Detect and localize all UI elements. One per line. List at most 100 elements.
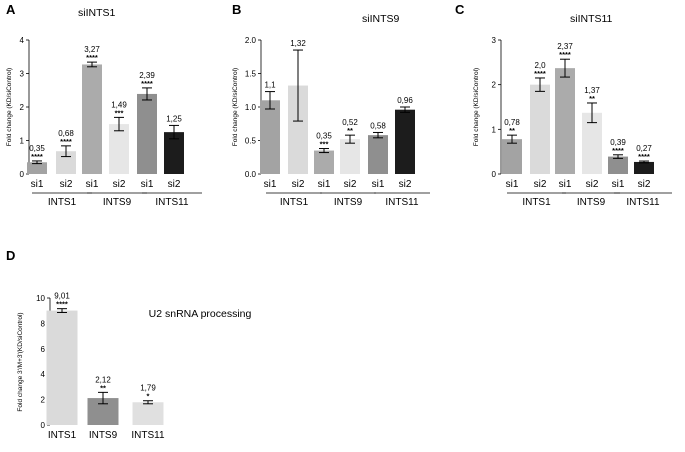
group-label: INTS9 bbox=[103, 197, 132, 208]
y-axis-label: Fold change 3'/M+3'(KD/siControl) bbox=[17, 312, 24, 411]
chart-title: siINTS1 bbox=[78, 7, 116, 19]
value-label: 1,79 bbox=[140, 384, 156, 393]
bar bbox=[164, 132, 184, 174]
value-label: 2,0 bbox=[534, 61, 546, 70]
panel-letter: D bbox=[6, 248, 15, 263]
significance-label: *** bbox=[320, 140, 329, 149]
value-label: 3,27 bbox=[84, 45, 100, 54]
bar bbox=[608, 156, 628, 174]
group-label: INTS11 bbox=[626, 197, 660, 208]
chart-title: siINTS11 bbox=[570, 13, 613, 25]
x-tick-label: si2 bbox=[638, 179, 651, 190]
bar bbox=[502, 139, 522, 174]
x-tick-label: INTS1 bbox=[48, 430, 77, 441]
y-tick-label: 4 bbox=[41, 370, 46, 379]
group-label: INTS1 bbox=[280, 197, 309, 208]
y-tick-label: 2 bbox=[492, 81, 497, 90]
x-tick-label: si2 bbox=[534, 179, 547, 190]
chart-title: siINTS9 bbox=[362, 13, 400, 25]
panel-letter: B bbox=[232, 2, 241, 17]
group-label: INTS9 bbox=[577, 197, 606, 208]
value-label: 1,32 bbox=[290, 39, 306, 48]
significance-label: **** bbox=[534, 69, 546, 78]
y-tick-label: 10 bbox=[36, 294, 45, 303]
chart-title: U2 snRNA processing bbox=[149, 308, 252, 320]
y-tick-label: 0 bbox=[41, 421, 46, 430]
chart-panel-d: D U2 snRNA processing 0 2 4 6 8 10 Fold change 3… bbox=[6, 248, 252, 441]
x-tick-label: si1 bbox=[506, 179, 519, 190]
x-tick-label: si2 bbox=[113, 179, 126, 190]
y-tick-label: 2 bbox=[41, 396, 46, 405]
y-tick-label: 0 bbox=[492, 170, 497, 179]
value-label: 9,01 bbox=[54, 292, 70, 301]
group-label: INTS11 bbox=[385, 197, 419, 208]
bar bbox=[109, 124, 129, 174]
y-tick-label: 4 bbox=[20, 36, 25, 45]
bar bbox=[395, 109, 415, 174]
value-label: 0,52 bbox=[342, 118, 358, 127]
value-label: 1,1 bbox=[264, 81, 276, 90]
group-label: INTS1 bbox=[48, 197, 77, 208]
value-label: 1,25 bbox=[166, 114, 182, 123]
significance-label: ** bbox=[589, 94, 595, 103]
y-tick-label: 2 bbox=[20, 103, 25, 112]
y-tick-label: 3 bbox=[20, 70, 25, 79]
y-tick-label: 1 bbox=[492, 125, 497, 134]
panel-letter: A bbox=[6, 2, 16, 17]
x-tick-label: si1 bbox=[372, 179, 385, 190]
value-label: 0,27 bbox=[636, 144, 652, 153]
x-tick-label: si1 bbox=[264, 179, 277, 190]
y-tick-label: 0.0 bbox=[245, 170, 257, 179]
y-tick-label: 3 bbox=[492, 36, 497, 45]
value-label: 2,37 bbox=[557, 42, 573, 51]
significance-label: **** bbox=[638, 152, 650, 161]
y-axis-label: Fold change (KD/siControl) bbox=[6, 68, 13, 146]
y-tick-label: 1.0 bbox=[245, 103, 257, 112]
group-label: INTS9 bbox=[334, 197, 363, 208]
bar bbox=[634, 161, 654, 174]
x-tick-label: INTS11 bbox=[131, 430, 165, 441]
significance-label: **** bbox=[86, 53, 98, 62]
value-label: 2,12 bbox=[95, 375, 111, 384]
bar bbox=[46, 310, 78, 425]
x-tick-label: si2 bbox=[168, 179, 181, 190]
bar bbox=[260, 100, 280, 174]
bar bbox=[530, 84, 550, 174]
value-label: 0,78 bbox=[504, 118, 520, 127]
x-tick-label: si2 bbox=[292, 179, 305, 190]
x-tick-label: INTS9 bbox=[89, 430, 118, 441]
y-tick-label: 1.5 bbox=[245, 70, 257, 79]
bar bbox=[27, 162, 47, 174]
bar bbox=[314, 150, 334, 174]
y-tick-label: 0 bbox=[20, 170, 25, 179]
value-label: 1,49 bbox=[111, 100, 127, 109]
y-tick-label: 2.0 bbox=[245, 36, 257, 45]
y-axis-label: Fold change (KD/siControl) bbox=[473, 68, 480, 146]
x-tick-label: si1 bbox=[559, 179, 572, 190]
bar bbox=[288, 85, 308, 174]
significance-label: *** bbox=[115, 108, 124, 117]
group-label: INTS1 bbox=[522, 197, 551, 208]
x-tick-label: si2 bbox=[344, 179, 357, 190]
y-tick-label: 8 bbox=[41, 319, 46, 328]
value-label: 0,35 bbox=[29, 144, 45, 153]
significance-label: **** bbox=[559, 50, 571, 59]
bar bbox=[555, 68, 575, 174]
x-tick-label: si1 bbox=[86, 179, 99, 190]
value-label: 0,68 bbox=[58, 129, 74, 138]
bar bbox=[82, 64, 102, 174]
x-tick-label: si1 bbox=[31, 179, 44, 190]
value-label: 0,96 bbox=[397, 96, 413, 105]
panel-letter: C bbox=[455, 2, 465, 17]
bar bbox=[132, 402, 164, 425]
y-tick-label: 0.5 bbox=[245, 137, 257, 146]
value-label: 2,39 bbox=[139, 71, 155, 80]
group-label: INTS11 bbox=[155, 197, 189, 208]
significance-label: **** bbox=[31, 152, 43, 161]
y-tick-label: 6 bbox=[41, 345, 46, 354]
x-tick-label: si2 bbox=[60, 179, 73, 190]
y-axis-label: Fold change (KD/siControl) bbox=[232, 68, 239, 146]
